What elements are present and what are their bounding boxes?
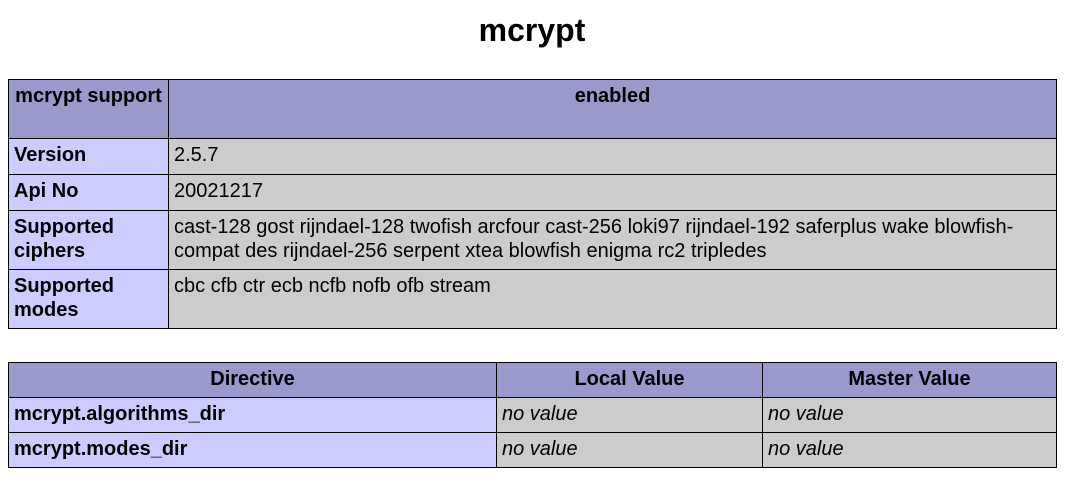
- row-value: cast-128 gost rijndael-128 twofish arcfo…: [168, 210, 1057, 270]
- header-directive: Directive: [8, 362, 497, 398]
- row-label: Version: [8, 138, 169, 175]
- page-title: mcrypt: [478, 12, 586, 48]
- master-value: no value: [762, 397, 1057, 433]
- directive-table: Directive Local Value Master Value mcryp…: [8, 362, 1057, 468]
- table-row: Supported ciphers cast-128 gost rijndael…: [8, 210, 1057, 270]
- header-cell: mcrypt support: [8, 79, 169, 139]
- table-header-row: mcrypt support enabled: [8, 79, 1057, 139]
- header-local-value: Local Value: [496, 362, 763, 398]
- row-value: cbc cfb ctr ecb ncfb nofb ofb stream: [168, 269, 1057, 329]
- row-label: Api No: [8, 174, 169, 211]
- row-value: 20021217: [168, 174, 1057, 211]
- local-value: no value: [496, 432, 763, 468]
- table-row: mcrypt.modes_dir no value no value: [8, 432, 1057, 468]
- directive-name: mcrypt.modes_dir: [8, 432, 497, 468]
- table-row: Supported modes cbc cfb ctr ecb ncfb nof…: [8, 269, 1057, 329]
- row-value: 2.5.7: [168, 138, 1057, 175]
- header-cell: enabled: [168, 79, 1057, 139]
- header-master-value: Master Value: [762, 362, 1057, 398]
- row-label: Supported modes: [8, 269, 169, 329]
- table-header-row: Directive Local Value Master Value: [8, 362, 1057, 398]
- local-value: no value: [496, 397, 763, 433]
- directive-name: mcrypt.algorithms_dir: [8, 397, 497, 433]
- table-row: mcrypt.algorithms_dir no value no value: [8, 397, 1057, 433]
- mcrypt-info-table: mcrypt support enabled Version 2.5.7 Api…: [8, 79, 1057, 329]
- table-row: Api No 20021217: [8, 174, 1057, 211]
- master-value: no value: [762, 432, 1057, 468]
- table-row: Version 2.5.7: [8, 138, 1057, 175]
- row-label: Supported ciphers: [8, 210, 169, 270]
